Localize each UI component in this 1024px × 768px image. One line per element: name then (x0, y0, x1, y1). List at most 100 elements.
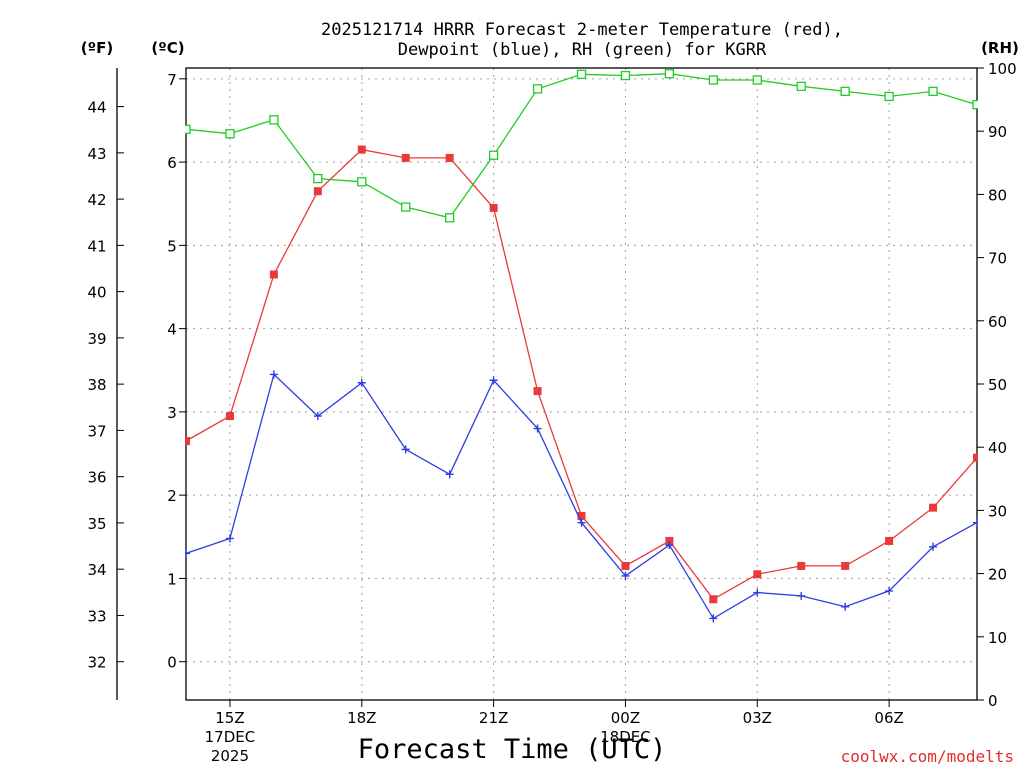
plot-frame (185, 67, 978, 701)
fahrenheit-tick-label-40: 40 (87, 284, 106, 302)
fahrenheit-tick-label-43: 43 (87, 145, 106, 163)
rh-tick-label-30: 30 (988, 502, 1007, 520)
site-credit: coolwx.com/modelts (841, 747, 1014, 766)
data-point-2-11 (664, 69, 675, 79)
x-tick-label-21Z: 21Z (479, 709, 508, 727)
x-tick-label-00Z: 00Z (611, 709, 640, 727)
data-point-2-4 (357, 177, 367, 187)
data-point-2-1 (225, 129, 235, 139)
fahrenheit-axis-label: (ºF) (81, 39, 113, 57)
data-point-0-12 (709, 595, 718, 604)
x-tick-label-15Z: 15Z (215, 709, 244, 727)
fahrenheit-tick-label-34: 34 (87, 561, 106, 579)
rh-tick-label-90: 90 (988, 123, 1007, 141)
data-point-1-16 (885, 586, 894, 595)
data-point-2-16 (884, 91, 894, 102)
fahrenheit-tick-label-38: 38 (87, 376, 106, 394)
x-tick-year-15Z: 2025 (211, 747, 249, 765)
fahrenheit-tick-label-35: 35 (87, 515, 106, 533)
fahrenheit-tick-label-39: 39 (87, 330, 106, 348)
x-tick-label-18Z: 18Z (347, 709, 376, 727)
data-point-2-3 (313, 173, 323, 184)
axes (116, 67, 984, 707)
series-2-meter-temperature (185, 145, 978, 604)
data-point-1-8 (533, 424, 542, 433)
fahrenheit-tick-label-44: 44 (87, 99, 106, 117)
rh-tick-label-50: 50 (988, 376, 1007, 394)
data-point-2-18 (972, 100, 978, 110)
data-point-2-2 (269, 115, 279, 125)
data-point-1-9 (577, 518, 586, 527)
data-point-1-0 (185, 549, 190, 558)
data-point-1-4 (357, 378, 366, 387)
data-point-1-17 (929, 542, 938, 551)
rh-tick-label-40: 40 (988, 439, 1007, 457)
celsius-tick-label-7: 7 (167, 71, 177, 89)
data-point-0-7 (489, 203, 498, 212)
data-point-0-0 (185, 437, 190, 446)
data-point-2-8 (532, 84, 543, 94)
x-axis-title: Forecast Time (UTC) (358, 734, 667, 765)
rh-tick-label-0: 0 (988, 692, 998, 710)
data-point-1-13 (753, 588, 762, 597)
data-point-1-3 (313, 412, 322, 421)
rh-axis-label: (RH) (981, 39, 1019, 57)
data-point-2-0 (185, 124, 191, 134)
data-point-0-9 (577, 511, 586, 520)
data-point-0-10 (621, 561, 630, 570)
data-point-1-1 (225, 534, 234, 543)
rh-tick-label-60: 60 (988, 313, 1007, 331)
data-point-1-12 (709, 614, 718, 623)
data-point-1-2 (269, 370, 278, 379)
celsius-tick-label-6: 6 (167, 154, 177, 172)
fahrenheit-tick-label-36: 36 (87, 469, 106, 487)
data-point-0-6 (445, 153, 454, 162)
data-point-2-17 (928, 86, 938, 97)
rh-tick-label-80: 80 (988, 186, 1007, 204)
data-point-0-3 (313, 187, 322, 196)
data-point-0-2 (269, 270, 278, 279)
fahrenheit-tick-label-33: 33 (87, 607, 106, 625)
series-line-2 (185, 73, 978, 219)
data-point-1-10 (621, 571, 630, 580)
rh-tick-label-10: 10 (988, 629, 1007, 647)
data-point-1-7 (489, 376, 498, 385)
data-point-1-15 (841, 602, 850, 611)
data-point-0-8 (533, 387, 542, 396)
rh-tick-label-100: 100 (988, 60, 1017, 78)
x-tick-date-15Z: 17DEC (205, 728, 256, 746)
celsius-tick-label-2: 2 (167, 487, 177, 505)
celsius-tick-label-0: 0 (167, 654, 177, 672)
celsius-tick-label-3: 3 (167, 404, 177, 422)
data-point-0-11 (665, 536, 674, 545)
series-dewpoint (185, 370, 978, 623)
chart-title: 2025121714 HRRR Forecast 2-meter Tempera… (321, 20, 843, 60)
data-point-1-11 (665, 541, 674, 550)
data-point-2-13 (752, 75, 762, 85)
fahrenheit-tick-label-32: 32 (87, 654, 106, 672)
data-point-2-10 (620, 70, 631, 81)
data-point-1-6 (445, 470, 454, 479)
data-point-0-16 (885, 536, 894, 545)
celsius-tick-label-1: 1 (167, 570, 177, 588)
data-point-2-15 (840, 86, 850, 97)
tick-labels: 0123456732333435363738394041424344010203… (87, 60, 1016, 765)
data-point-0-5 (401, 153, 410, 162)
celsius-axis-label: (ºC) (151, 39, 184, 57)
data-point-2-12 (708, 75, 718, 85)
data-point-0-13 (753, 570, 762, 579)
x-tick-label-03Z: 03Z (743, 709, 772, 727)
x-tick-date-00Z: 18DEC (600, 728, 651, 746)
data-point-0-1 (225, 412, 234, 421)
data-point-2-9 (576, 69, 587, 79)
celsius-tick-label-4: 4 (167, 321, 177, 339)
data-point-1-18 (973, 518, 978, 527)
data-series (185, 69, 978, 623)
data-point-2-5 (401, 202, 411, 212)
fahrenheit-tick-label-42: 42 (87, 191, 106, 209)
chart-title-line-1: 2025121714 HRRR Forecast 2-meter Tempera… (321, 20, 843, 40)
series-relative-humidity (185, 69, 978, 223)
data-point-0-14 (797, 561, 806, 570)
data-point-0-17 (929, 503, 938, 512)
